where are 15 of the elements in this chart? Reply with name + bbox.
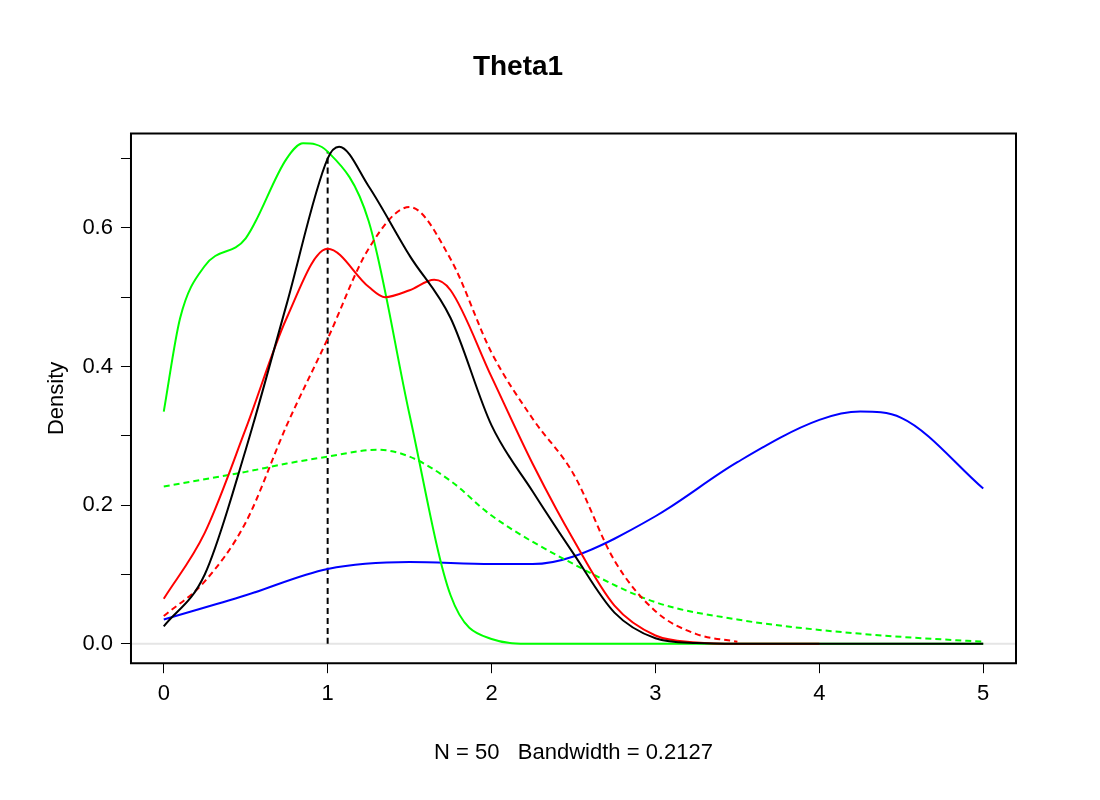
y-tick-label: 0.2 xyxy=(82,491,113,517)
x-tick-label: 5 xyxy=(977,680,990,706)
x-tick-label: 2 xyxy=(485,680,498,706)
y-tick-label: 0.0 xyxy=(82,629,113,655)
line-series xyxy=(162,206,739,643)
y-axis-title: Density xyxy=(43,361,69,436)
x-axis-title: N = 50 Bandwidth = 0.2127 xyxy=(434,738,713,764)
x-tick-label: 1 xyxy=(321,680,334,706)
chart-title: Theta1 xyxy=(472,49,564,81)
y-tick-label: 0.4 xyxy=(82,352,113,378)
line-series xyxy=(162,410,985,621)
x-tick-label: 0 xyxy=(157,680,170,706)
x-tick-label: 4 xyxy=(813,680,826,706)
y-tick-label: 0.6 xyxy=(82,213,113,239)
x-tick-label: 3 xyxy=(649,680,662,706)
